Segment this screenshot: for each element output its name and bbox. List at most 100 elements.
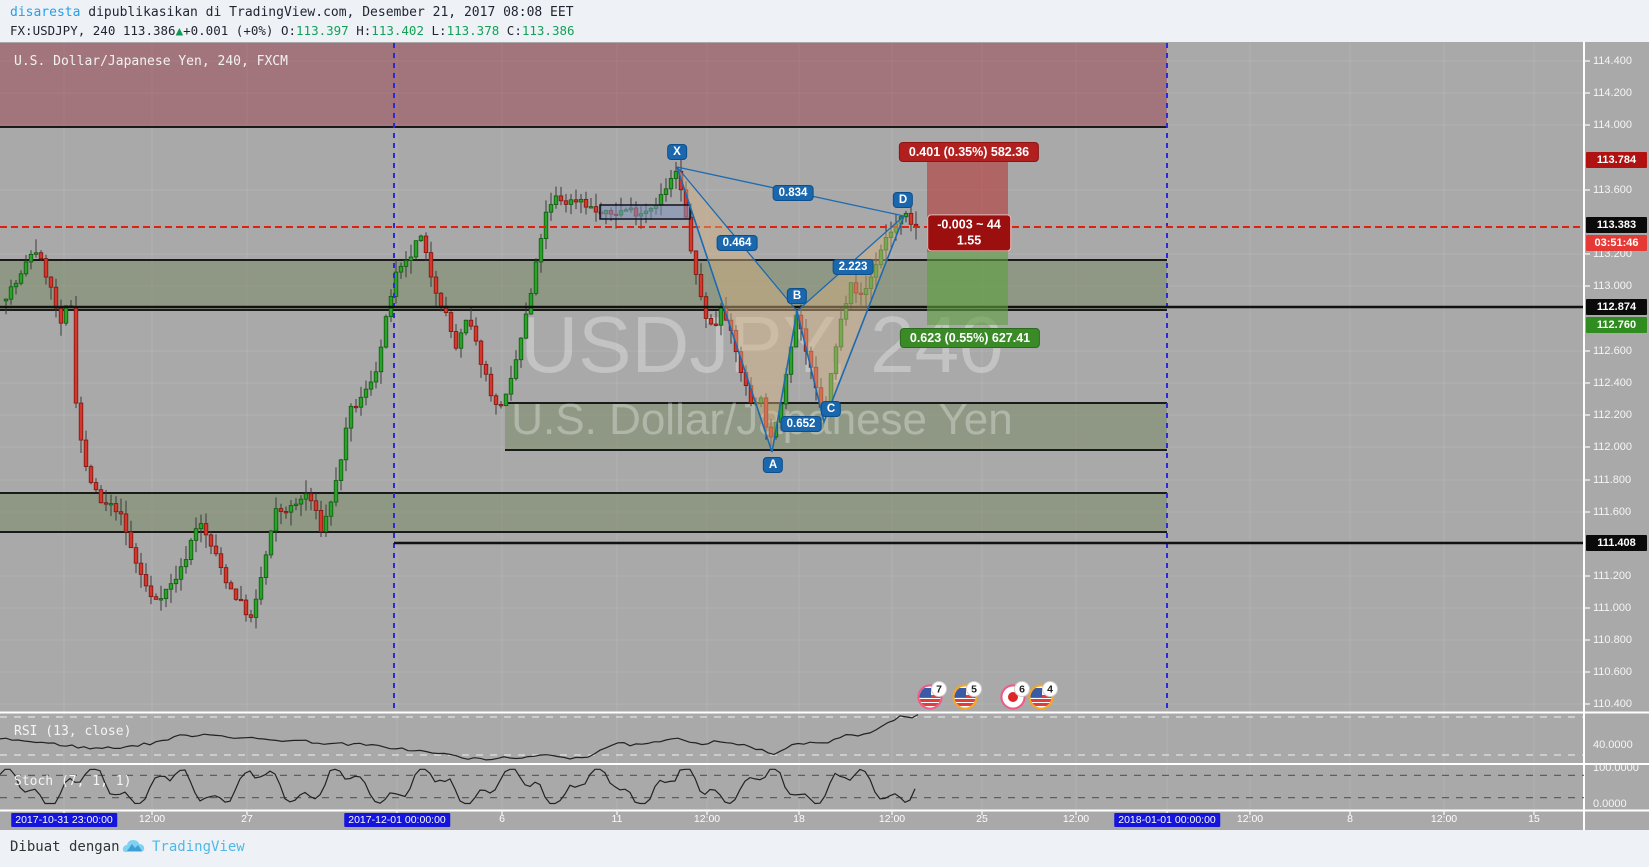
time-tick: 6 [499, 813, 505, 825]
reaction-count: 7 [936, 684, 942, 696]
tradingview-logo-icon [122, 840, 145, 852]
candle-body [523, 313, 529, 339]
price-badge: 112.874 [1586, 299, 1647, 315]
candle-body [23, 261, 29, 275]
time-badge: 2018-01-01 00:00:00 [1114, 813, 1220, 827]
candle-body [378, 346, 384, 373]
candle-body [338, 459, 344, 481]
candle-body [98, 489, 104, 504]
candle-body [108, 503, 114, 506]
candle-body [518, 337, 524, 361]
candle-body [13, 282, 19, 288]
high-value: 113.402 [371, 23, 424, 38]
candle-body [213, 545, 219, 555]
tradingview-brand-link[interactable]: TradingView [152, 839, 245, 855]
candle-body [413, 240, 419, 258]
header: disaresta dipublikasikan di TradingView.… [0, 0, 1649, 42]
open-value: 113.397 [296, 23, 349, 38]
reaction-count-badge [931, 681, 947, 697]
author-link[interactable]: disaresta [10, 5, 81, 20]
candle-body [323, 515, 329, 533]
price-tick: 112.400 [1593, 377, 1632, 389]
candle-body [478, 340, 484, 365]
price-tick: 112.200 [1593, 409, 1632, 421]
pattern-point-A[interactable]: A [762, 457, 784, 473]
demand-zone-low[interactable] [0, 493, 1167, 532]
candle-body [168, 583, 174, 590]
reaction-us-flag[interactable]: 4 [1028, 681, 1058, 710]
price-tick: 113.200 [1593, 248, 1632, 260]
reaction-jp-flag[interactable]: 6 [1000, 681, 1030, 710]
candle-body [73, 306, 79, 404]
pattern-point-X[interactable]: X [667, 144, 687, 160]
candle-body [193, 528, 199, 541]
price-tick: 113.600 [1593, 184, 1632, 196]
low-label: L: [431, 23, 447, 38]
pattern-ratio-0.834[interactable]: 0.834 [772, 185, 814, 201]
candle-body [503, 393, 509, 407]
candle-body [198, 523, 204, 530]
candle-body [253, 598, 259, 618]
time-tick: 12:00 [1062, 813, 1090, 825]
reaction-us-flag[interactable]: 5 [952, 681, 982, 710]
risk-reward-label[interactable]: -0.003 ~ 44 1.55 [927, 214, 1011, 252]
pattern-ratio-0.652[interactable]: 0.652 [780, 416, 822, 432]
candle-body [658, 194, 664, 206]
time-axis[interactable]: 2017-10-31 23:00:00 12:00 27 2017-12-01 00:… [0, 810, 1584, 830]
price-tick: 111.800 [1593, 474, 1632, 486]
candle-body [428, 252, 434, 278]
candle-body [473, 325, 479, 342]
candle-body [238, 598, 244, 602]
candle-body [528, 292, 534, 315]
candle-body [123, 513, 129, 533]
candle-body [713, 323, 719, 326]
price-badge: 112.760 [1586, 317, 1647, 333]
candle-body [353, 405, 359, 409]
made-with-text: Dibuat dengan [10, 839, 120, 855]
open-label: O: [280, 23, 297, 38]
consolidation-box[interactable] [599, 204, 691, 220]
target-down-label[interactable]: 0.623 (0.55%) 627.41 [899, 328, 1041, 348]
price-tick: 112.600 [1593, 345, 1632, 357]
candle-body [298, 498, 304, 505]
reaction-us-flag[interactable]: 7 [917, 681, 947, 710]
candle-body [543, 211, 549, 239]
target-up-label[interactable]: 0.401 (0.35%) 582.36 [898, 142, 1040, 162]
candle-body [668, 178, 674, 190]
pattern-ratio-2.223[interactable]: 2.223 [832, 259, 874, 275]
candle-body [848, 282, 854, 305]
candle-body [58, 307, 64, 324]
candle-body [433, 276, 439, 294]
pattern-point-C[interactable]: C [820, 401, 842, 417]
candle-body [853, 282, 859, 294]
candle-body [533, 261, 539, 294]
candle-body [468, 319, 474, 327]
time-tick: 18 [793, 813, 805, 825]
reaction-count: 4 [1047, 684, 1053, 696]
price-badge: 113.784 [1586, 152, 1647, 168]
price-axis[interactable]: 114.400 114.200 114.000 113.600 113.200 113.0… [1584, 42, 1649, 830]
candle-body [118, 511, 124, 515]
candle-body [8, 286, 14, 300]
price-badge: 113.383 [1586, 217, 1647, 233]
candle-body [158, 598, 164, 601]
time-tick: 12:00 [1430, 813, 1458, 825]
candle-body [33, 252, 39, 255]
resistance-zone[interactable] [0, 43, 1167, 127]
candle-body [373, 371, 379, 383]
pattern-point-B[interactable]: B [786, 288, 808, 304]
risk-reward-line2: 1.55 [956, 233, 982, 247]
target-box-down[interactable] [927, 252, 1008, 325]
candle-body [913, 223, 919, 227]
candle-body [203, 523, 209, 536]
symbol-status-line: FX:USDJPY, 240 113.386▲+0.001 (+0%) O:11… [10, 23, 575, 38]
candle-body [208, 534, 214, 547]
pattern-ratio-0.464[interactable]: 0.464 [716, 235, 758, 251]
price-tick: 114.200 [1593, 87, 1632, 99]
time-tick: 25 [976, 813, 988, 825]
reaction-count: 6 [1019, 684, 1025, 696]
pattern-point-D[interactable]: D [892, 192, 914, 208]
price-tick: 114.000 [1593, 119, 1632, 131]
